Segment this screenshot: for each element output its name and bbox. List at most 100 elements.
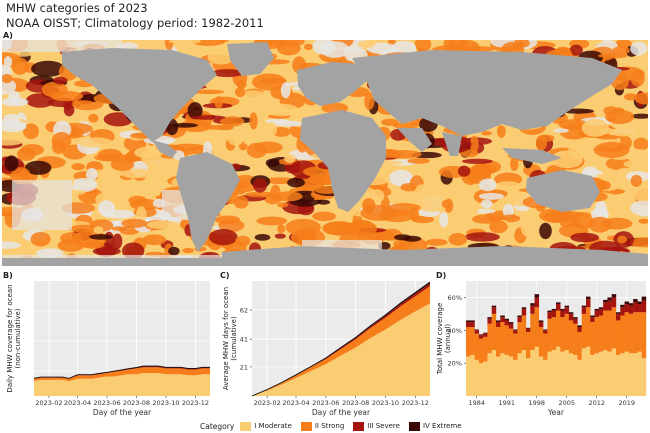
mhw-patch: [287, 177, 305, 188]
bar-2018-ii-strong: [620, 315, 625, 354]
bar-1985-iii-severe: [478, 335, 484, 339]
bar-2011-i-moderate: [590, 354, 595, 396]
x-tick-label: 1998: [528, 399, 545, 407]
mhw-patch: [128, 195, 147, 206]
y-axis-label-line1: Daily MHW coverage for ocean: [6, 284, 14, 392]
bar-1996-i-moderate: [526, 358, 531, 396]
mhw-patch: [235, 235, 251, 247]
mhw-patch: [402, 235, 422, 242]
mhw-patch: [121, 218, 148, 228]
bar-1993-iii-severe: [513, 330, 518, 334]
mhw-patch: [400, 183, 417, 192]
mhw-patch: [539, 222, 552, 240]
bar-2022-iii-severe: [637, 304, 642, 313]
mhw-patch: [481, 130, 492, 136]
mhw-patch: [3, 56, 13, 68]
mhw-patch: [245, 191, 277, 198]
mhw-patch: [256, 216, 288, 226]
panel-label-b: B): [3, 271, 13, 280]
mhw-patch: [600, 128, 616, 134]
mhw-patch: [478, 178, 497, 192]
mhw-patch: [345, 221, 378, 237]
bar-2020-i-moderate: [628, 353, 634, 396]
land-mass-8: [442, 132, 462, 156]
bar-1990-iii-severe: [500, 317, 505, 323]
bar-2015-iv-extreme: [607, 297, 612, 301]
mhw-patch: [588, 216, 612, 233]
mhw-patch: [31, 60, 65, 77]
bar-2022-i-moderate: [637, 351, 642, 396]
mhw-patch: [63, 103, 75, 117]
bar-1999-ii-strong: [538, 327, 544, 357]
mhw-patch: [553, 128, 569, 133]
mhw-patch: [265, 119, 289, 123]
bar-1988-iii-severe: [491, 307, 497, 314]
bar-1996-iv-extreme: [526, 327, 531, 329]
bar-2020-ii-strong: [628, 313, 634, 354]
mhw-patch: [93, 226, 104, 234]
bar-2005-iv-extreme: [564, 305, 570, 308]
mhw-patch: [187, 102, 203, 120]
legend-label-severe: III Severe: [367, 422, 400, 430]
y-tick-label: 41: [240, 336, 248, 344]
mhw-patch: [146, 220, 180, 230]
x-tick-label: 1984: [468, 399, 485, 407]
bar-1987-ii-strong: [487, 323, 492, 354]
bar-2016-iii-severe: [611, 297, 617, 308]
bar-2018-i-moderate: [620, 353, 625, 396]
mhw-patch: [141, 148, 162, 166]
bar-2001-iii-severe: [547, 312, 552, 319]
bar-2001-i-moderate: [547, 351, 552, 396]
mhw-patch: [220, 116, 245, 127]
legend-label-extreme: IV Extreme: [422, 422, 462, 430]
annual-coverage-chart: 1984 1991 1998 2005 2012 2019 20% 40% 60% Year Tot…: [436, 281, 647, 417]
x-tick-label: 2012: [588, 399, 605, 407]
y-tick-label: 21: [240, 363, 248, 371]
mhw-patch: [617, 235, 627, 244]
bar-2020-iv-extreme: [628, 303, 634, 306]
x-tick-label: 2023-06: [312, 399, 339, 407]
bar-1982-iv-extreme: [466, 320, 471, 323]
mhw-patch: [249, 112, 258, 130]
x-tick-label: 2023-06: [93, 399, 120, 407]
bar-2019-ii-strong: [624, 312, 630, 352]
bar-1992-iii-severe: [508, 323, 514, 329]
bar-1999-iv-extreme: [538, 320, 544, 323]
x-tick-label: 2023-08: [123, 399, 150, 407]
mhw-patch: [416, 194, 449, 212]
x-axis-label: Day of the year: [312, 408, 371, 417]
mhw-patch: [478, 192, 504, 200]
panel-label-d: D): [436, 271, 447, 280]
bar-2015-iii-severe: [607, 300, 612, 311]
bar-1997-i-moderate: [530, 350, 535, 396]
y-axis-label-line2: (cumulative): [230, 316, 238, 361]
bar-1982-ii-strong: [466, 327, 471, 357]
mhw-patch: [303, 43, 314, 51]
mhw-patch: [2, 133, 26, 146]
bar-1984-i-moderate: [474, 359, 480, 396]
bar-1998-iv-extreme: [534, 294, 540, 298]
mhw-patch: [381, 118, 399, 127]
mhw-patch: [2, 120, 27, 133]
bar-1992-ii-strong: [508, 328, 514, 357]
mhw-patch: [497, 124, 506, 138]
mhw-patch: [24, 160, 52, 175]
bar-2007-i-moderate: [573, 354, 578, 396]
y-axis-label-line1: Average MHW days for ocean: [222, 287, 230, 390]
bar-1987-iv-extreme: [487, 317, 492, 319]
land-mass-12: [222, 246, 648, 266]
mhw-patch: [575, 140, 598, 145]
bar-1995-i-moderate: [521, 350, 527, 396]
mhw-patch: [4, 155, 19, 172]
bar-1983-ii-strong: [470, 327, 475, 355]
bar-1992-iv-extreme: [508, 322, 514, 324]
mhw-patch: [172, 143, 206, 151]
legend-title: Category: [200, 421, 235, 431]
land-mass-0: [62, 48, 217, 142]
bar-1989-iii-severe: [496, 322, 501, 327]
bar-2017-iv-extreme: [616, 312, 621, 314]
legend-item-moderate: I Moderate: [240, 421, 292, 431]
mhw-patch: [581, 119, 610, 137]
bar-1986-iv-extreme: [483, 332, 488, 334]
mhw-patch: [207, 50, 235, 65]
